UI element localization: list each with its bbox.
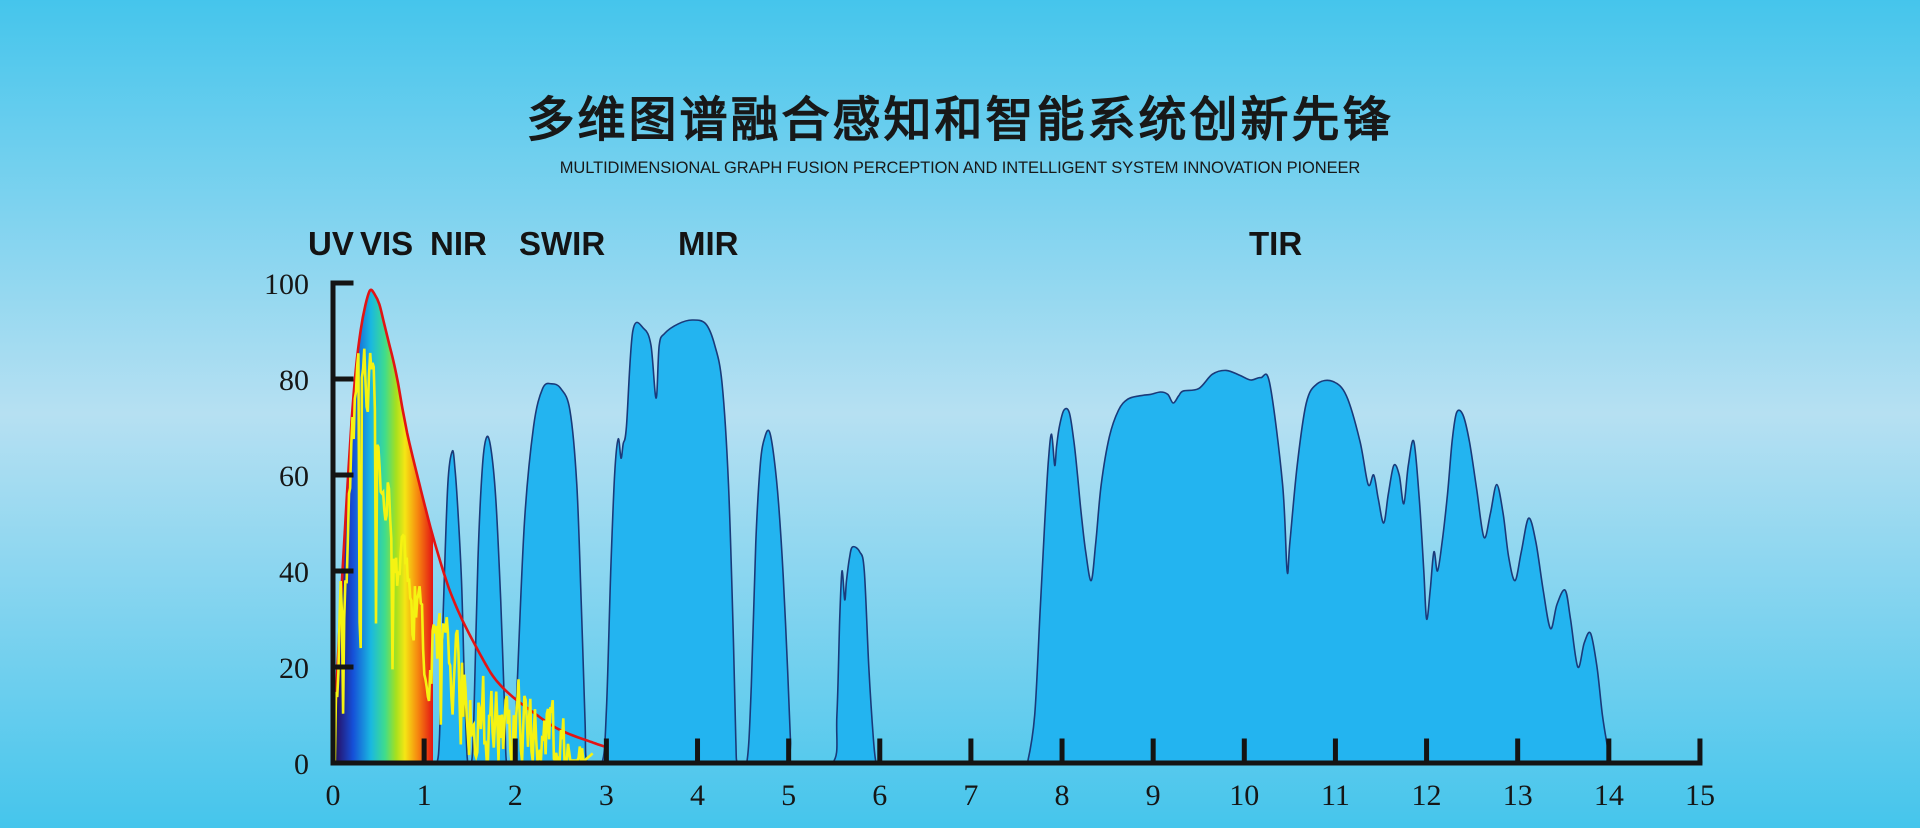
svg-text:5: 5 — [781, 779, 796, 812]
svg-text:12: 12 — [1412, 779, 1442, 812]
svg-text:100: 100 — [264, 268, 309, 301]
svg-text:20: 20 — [279, 652, 309, 685]
svg-text:80: 80 — [279, 364, 309, 397]
svg-text:4: 4 — [690, 779, 705, 812]
svg-text:13: 13 — [1503, 779, 1533, 812]
svg-text:VIS: VIS — [360, 225, 413, 262]
svg-text:9: 9 — [1146, 779, 1161, 812]
svg-text:UV: UV — [308, 225, 354, 262]
svg-text:15: 15 — [1685, 779, 1715, 812]
svg-text:1: 1 — [417, 779, 432, 812]
svg-text:60: 60 — [279, 460, 309, 493]
svg-text:6: 6 — [872, 779, 887, 812]
svg-text:2: 2 — [508, 779, 523, 812]
svg-text:NIR: NIR — [430, 225, 487, 262]
svg-text:40: 40 — [279, 556, 309, 589]
svg-text:TIR: TIR — [1249, 225, 1302, 262]
svg-text:MIR: MIR — [678, 225, 739, 262]
svg-text:10: 10 — [1229, 779, 1259, 812]
svg-text:3: 3 — [599, 779, 614, 812]
svg-text:0: 0 — [326, 779, 341, 812]
svg-text:7: 7 — [963, 779, 978, 812]
svg-text:0: 0 — [294, 748, 309, 781]
svg-text:11: 11 — [1321, 779, 1350, 812]
svg-text:8: 8 — [1055, 779, 1070, 812]
svg-text:SWIR: SWIR — [519, 225, 605, 262]
svg-text:14: 14 — [1594, 779, 1624, 812]
